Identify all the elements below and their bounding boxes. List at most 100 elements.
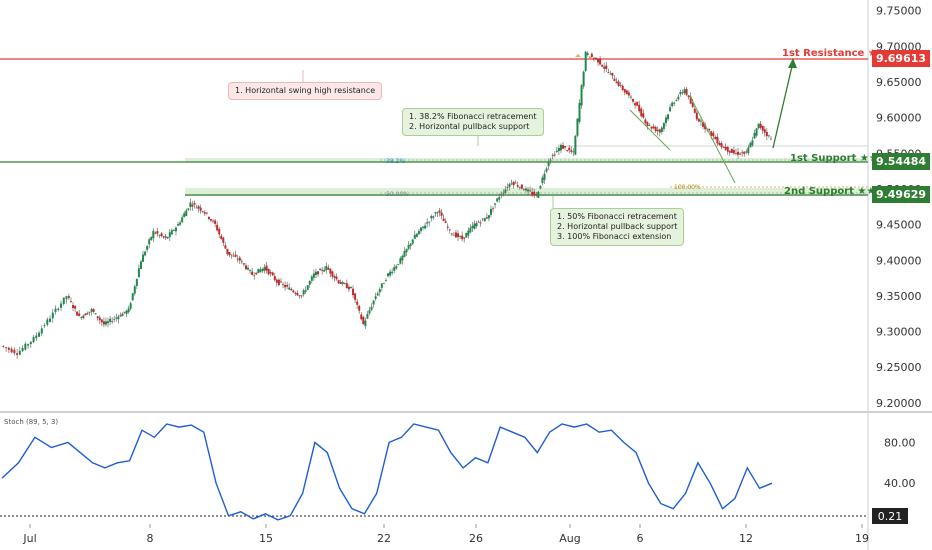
candle-body-261 bbox=[555, 150, 558, 153]
candle-body-180 bbox=[389, 271, 392, 276]
candle-body-197 bbox=[424, 225, 427, 229]
candle-body-80 bbox=[183, 213, 186, 218]
swing-arrow-2 bbox=[689, 95, 736, 184]
candle-body-255 bbox=[543, 173, 546, 180]
candle-body-282 bbox=[599, 58, 602, 65]
price-tick-7: 9.40000 bbox=[876, 254, 922, 267]
candle-body-93 bbox=[209, 219, 212, 221]
candle-body-129 bbox=[284, 284, 287, 288]
candle-body-284 bbox=[603, 66, 606, 69]
candle-body-38 bbox=[96, 316, 99, 319]
candle-body-324 bbox=[685, 89, 688, 95]
candle-body-135 bbox=[296, 293, 299, 296]
candle-body-26 bbox=[72, 305, 75, 309]
candle-body-306 bbox=[648, 124, 651, 126]
candle-body-312 bbox=[660, 127, 663, 132]
candle-body-272 bbox=[578, 102, 581, 122]
candle-body-177 bbox=[382, 283, 385, 284]
fib-zone-2 bbox=[185, 188, 868, 196]
projection-arrow-head bbox=[788, 58, 797, 68]
candle-body-109 bbox=[242, 263, 245, 265]
candle-body-244 bbox=[520, 184, 523, 189]
candle-body-31 bbox=[82, 315, 85, 318]
candle-body-321 bbox=[679, 92, 682, 95]
candle-body-147 bbox=[321, 269, 324, 271]
candle-body-340 bbox=[718, 142, 721, 146]
candle-body-11 bbox=[32, 337, 35, 343]
candle-body-144 bbox=[314, 271, 317, 275]
candle-body-90 bbox=[203, 212, 206, 214]
candle-body-200 bbox=[430, 216, 433, 219]
resistance-badge bbox=[872, 50, 930, 67]
candle-body-16 bbox=[46, 319, 49, 325]
candle-body-216 bbox=[463, 237, 466, 239]
annotation-1-line-1: 1. Horizontal swing high resistance bbox=[235, 86, 376, 95]
candle-body-68 bbox=[158, 234, 161, 236]
candle-body-296 bbox=[627, 92, 630, 96]
candle-body-279 bbox=[592, 58, 595, 59]
candle-body-349 bbox=[737, 151, 740, 155]
candle-body-257 bbox=[547, 161, 550, 167]
price-tick-8: 9.35000 bbox=[876, 290, 922, 303]
candle-body-249 bbox=[531, 191, 534, 195]
candle-body-362 bbox=[763, 129, 766, 133]
candle-body-45 bbox=[111, 321, 114, 322]
candle-body-285 bbox=[605, 65, 608, 70]
candle-body-166 bbox=[360, 314, 363, 320]
candle-body-108 bbox=[240, 261, 243, 263]
candle-body-22 bbox=[62, 297, 65, 305]
candle-body-100 bbox=[224, 245, 227, 249]
candle-body-214 bbox=[459, 236, 462, 238]
candle-body-275 bbox=[584, 51, 587, 71]
candle-body-203 bbox=[436, 212, 439, 214]
candle-body-188 bbox=[405, 248, 408, 253]
candle-body-182 bbox=[393, 267, 396, 271]
candle-body-264 bbox=[562, 145, 565, 149]
candle-body-137 bbox=[300, 295, 303, 297]
candle-body-64 bbox=[150, 236, 153, 240]
candle-body-222 bbox=[475, 223, 478, 227]
candle-body-61 bbox=[144, 251, 147, 256]
candle-body-225 bbox=[481, 218, 484, 220]
candle-body-245 bbox=[522, 189, 525, 191]
candle-body-248 bbox=[529, 190, 532, 192]
candle-body-98 bbox=[220, 235, 223, 239]
candle-body-229 bbox=[489, 209, 492, 215]
candle-body-308 bbox=[652, 126, 655, 129]
candle-body-170 bbox=[368, 310, 371, 314]
candle-body-92 bbox=[207, 216, 210, 220]
candle-body-358 bbox=[755, 128, 758, 136]
candle-body-353 bbox=[745, 151, 748, 153]
candle-body-224 bbox=[479, 222, 482, 224]
candle-body-314 bbox=[664, 117, 667, 124]
candle-body-40 bbox=[100, 319, 103, 323]
candle-body-158 bbox=[343, 283, 346, 285]
candle-body-2 bbox=[7, 347, 10, 350]
candle-body-226 bbox=[483, 218, 486, 222]
candle-body-329 bbox=[695, 112, 698, 120]
candle-body-162 bbox=[352, 288, 355, 296]
candle-body-50 bbox=[121, 313, 124, 317]
candle-body-101 bbox=[226, 248, 229, 255]
candle-body-209 bbox=[448, 229, 451, 231]
candle-body-242 bbox=[516, 185, 519, 187]
candle-body-297 bbox=[629, 96, 632, 98]
candle-body-118 bbox=[261, 268, 264, 271]
candle-body-140 bbox=[306, 285, 309, 290]
candle-body-339 bbox=[716, 136, 719, 144]
candle-body-187 bbox=[403, 251, 406, 257]
candle-body-54 bbox=[129, 303, 132, 309]
candle-body-134 bbox=[294, 292, 297, 294]
stoch-tick-0: 80.00 bbox=[884, 436, 916, 449]
candle-body-155 bbox=[337, 280, 340, 284]
candle-body-70 bbox=[162, 236, 165, 238]
candle-body-17 bbox=[49, 318, 52, 322]
candle-body-42 bbox=[104, 321, 107, 325]
candle-body-49 bbox=[119, 315, 122, 317]
annotation-3-line-3: 3. 100% Fibonacci extension bbox=[557, 232, 672, 241]
candle-body-160 bbox=[347, 286, 350, 290]
candle-body-316 bbox=[669, 107, 672, 112]
candle-body-288 bbox=[611, 72, 614, 76]
candle-body-278 bbox=[590, 53, 593, 57]
